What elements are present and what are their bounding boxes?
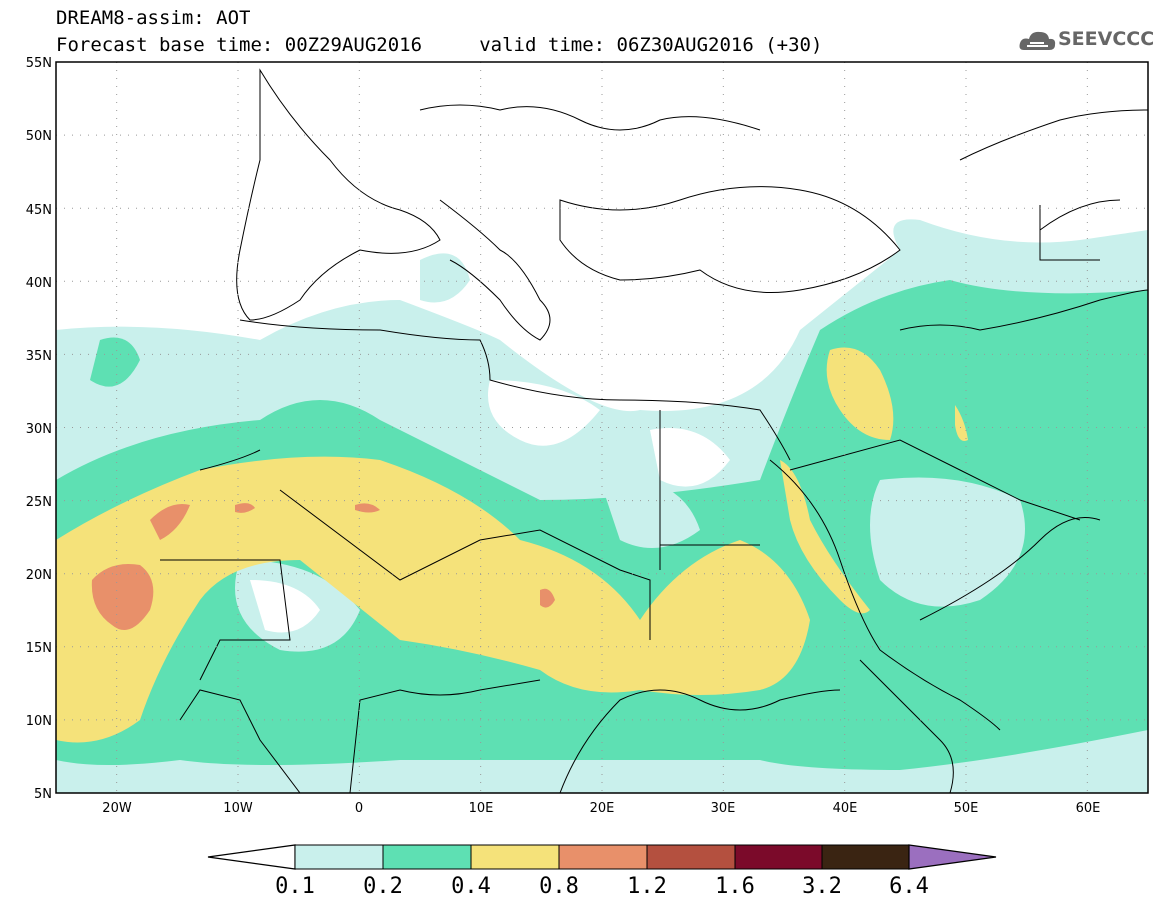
colorbar-segment [821,844,910,870]
lat-label: 55N [26,56,52,71]
colorbar-tick: 1.2 [627,874,667,899]
lat-label: 5N [34,787,52,802]
lon-label: 60E [1076,801,1101,816]
lat-label: 35N [26,349,52,364]
lat-label: 30N [26,422,52,437]
logo-text: SEEVCCC [1058,28,1155,50]
lon-label: 10E [469,801,494,816]
colorbar-high-arrow [908,844,997,870]
colorbar: 0.1 0.2 0.4 0.8 1.2 1.6 3.2 6.4 [207,844,997,899]
colorbar-segment [558,844,648,870]
lon-label: 40E [833,801,858,816]
lat-label: 15N [26,641,52,656]
lat-label: 20N [26,568,52,583]
colorbar-tick: 3.2 [802,874,842,899]
map-title: DREAM8-assim: AOT [56,7,251,29]
colorbar-tick: 6.4 [889,874,929,899]
colorbar-segment [382,844,472,870]
colorbar-tick: 0.8 [539,874,579,899]
lon-label: 20E [590,801,615,816]
lat-label: 25N [26,495,52,510]
lon-label: 50E [954,801,979,816]
colorbar-segment [470,844,560,870]
colorbar-segment [294,844,384,870]
aot-field [56,62,1148,793]
lon-label: 0 [355,801,363,816]
lon-label: 30E [711,801,736,816]
lon-label: 20W [102,801,132,816]
colorbar-segment [646,844,736,870]
lat-label: 40N [26,276,52,291]
latitude-labels: 55N 50N 45N 40N 35N 30N 25N 20N 15N 10N … [26,56,52,802]
colorbar-tick: 0.1 [275,874,315,899]
colorbar-tick: 0.2 [363,874,403,899]
longitude-labels: 20W 10W 0 10E 20E 30E 40E 50E 60E [102,801,1100,816]
map-frame [55,61,1149,794]
cloud-icon [1019,31,1056,50]
colorbar-tick: 0.4 [451,874,491,899]
lat-label: 45N [26,203,52,218]
forecast-time-info: Forecast base time: 00Z29AUG2016 valid t… [56,34,823,56]
colorbar-tick: 1.6 [715,874,755,899]
colorbar-segment [734,844,823,870]
lat-label: 10N [26,714,52,729]
lon-label: 10W [223,801,253,816]
colorbar-low-arrow [207,844,296,870]
lat-label: 50N [26,129,52,144]
